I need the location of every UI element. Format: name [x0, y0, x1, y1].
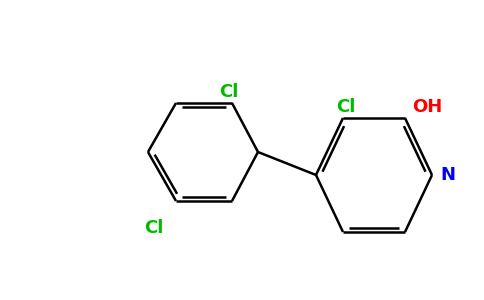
Text: Cl: Cl [336, 98, 356, 116]
Text: Cl: Cl [219, 83, 239, 101]
Text: Cl: Cl [144, 219, 164, 237]
Text: OH: OH [412, 98, 442, 116]
Text: N: N [440, 166, 455, 184]
